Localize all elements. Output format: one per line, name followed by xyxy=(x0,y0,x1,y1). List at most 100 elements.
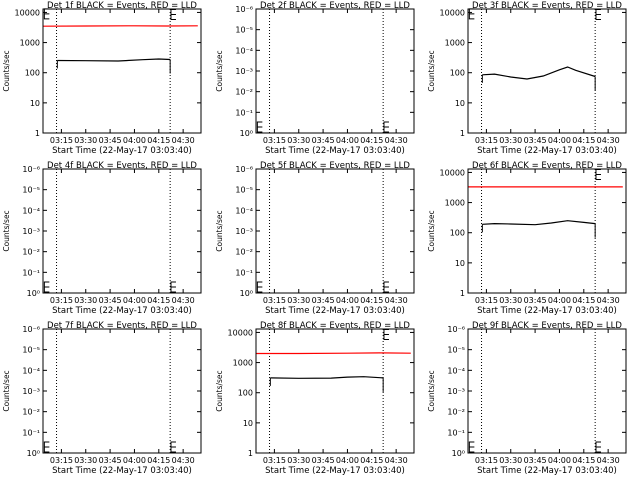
y-tick-label: 10⁻⁶ xyxy=(235,165,253,174)
x-tick-label: 03:30 xyxy=(287,456,310,465)
y-tick-label: 10 xyxy=(455,99,465,108)
y-tick-label: 10⁻² xyxy=(22,248,40,257)
x-tick-label: 04:00 xyxy=(123,296,146,305)
x-tick-label: 03:30 xyxy=(287,296,310,305)
panel-title: Det 4f BLACK = Events, RED = LLD xyxy=(47,161,197,171)
bracket-marker xyxy=(383,281,389,293)
x-tick-label: 04:30 xyxy=(385,296,408,305)
x-tick-label: 03:45 xyxy=(99,136,122,145)
y-tick-label: 10⁻⁵ xyxy=(235,186,253,195)
bracket-marker xyxy=(256,121,263,133)
y-tick-label: 10⁻⁴ xyxy=(22,206,40,215)
x-axis-label: Start Time (22-May-17 03:03:40) xyxy=(265,466,405,476)
y-tick-label: 1 xyxy=(460,129,465,138)
y-tick-label: 100 xyxy=(450,229,465,238)
x-axis-label: Start Time (22-May-17 03:03:40) xyxy=(477,466,617,476)
series-line-black xyxy=(270,376,384,379)
x-tick-label: 04:00 xyxy=(548,136,571,145)
y-tick-label: 10⁻² xyxy=(22,408,40,417)
x-tick-label: 04:15 xyxy=(572,296,595,305)
x-tick-label: 04:30 xyxy=(385,456,408,465)
y-tick-label: 1 xyxy=(35,129,40,138)
y-tick-label: 10 xyxy=(243,419,253,428)
bracket-marker xyxy=(468,441,475,453)
bracket-marker xyxy=(595,169,601,181)
y-axis-label: Counts/sec xyxy=(215,50,224,91)
y-tick-label: 10⁻⁵ xyxy=(447,346,465,355)
y-axis-label: Counts/sec xyxy=(2,50,11,91)
y-tick-label: 10000 xyxy=(440,8,465,17)
x-tick-label: 03:45 xyxy=(524,456,547,465)
x-tick-label: 04:00 xyxy=(336,456,359,465)
y-tick-label: 10000 xyxy=(440,168,465,177)
x-tick-label: 04:15 xyxy=(147,136,170,145)
x-tick-label: 04:15 xyxy=(360,136,383,145)
x-tick-label: 04:15 xyxy=(360,456,383,465)
plot-frame xyxy=(42,168,202,294)
x-tick-label: 03:45 xyxy=(312,456,335,465)
y-tick-label: 10⁻⁴ xyxy=(235,46,253,55)
x-tick-label: 03:30 xyxy=(499,456,522,465)
x-tick-label: 04:30 xyxy=(597,456,620,465)
y-tick-label: 10⁻¹ xyxy=(235,268,253,277)
x-tick-label: 03:30 xyxy=(74,456,97,465)
y-tick-label: 100 xyxy=(25,69,40,78)
y-tick-label: 10⁻⁶ xyxy=(235,5,253,14)
y-tick-label: 10000 xyxy=(15,8,40,17)
x-tick-label: 03:15 xyxy=(263,456,286,465)
y-tick-label: 10⁻² xyxy=(235,88,253,97)
x-tick-label: 03:30 xyxy=(499,136,522,145)
x-tick-label: 03:45 xyxy=(99,456,122,465)
x-tick-label: 04:30 xyxy=(597,136,620,145)
panel-title: Det 5f BLACK = Events, RED = LLD xyxy=(260,161,410,171)
x-tick-label: 04:00 xyxy=(336,136,359,145)
series-line-black xyxy=(57,58,171,62)
y-tick-label: 10⁻⁶ xyxy=(22,165,40,174)
y-axis-label: Counts/sec xyxy=(2,210,11,251)
x-tick-label: 04:30 xyxy=(597,296,620,305)
x-tick-label: 03:15 xyxy=(475,456,498,465)
x-tick-label: 04:30 xyxy=(172,456,195,465)
x-tick-label: 04:15 xyxy=(360,296,383,305)
bracket-marker xyxy=(595,441,601,453)
x-tick-label: 04:15 xyxy=(147,296,170,305)
y-tick-label: 10⁻¹ xyxy=(22,428,40,437)
bracket-marker xyxy=(468,8,475,20)
y-axis-label: Counts/sec xyxy=(215,370,224,411)
y-tick-label: 100 xyxy=(450,69,465,78)
plot-frame xyxy=(255,8,415,134)
plot-frame xyxy=(467,8,627,134)
x-tick-label: 03:30 xyxy=(287,136,310,145)
bracket-marker xyxy=(170,9,176,21)
bracket-marker xyxy=(383,121,389,133)
bracket-marker xyxy=(256,281,263,293)
bracket-marker xyxy=(43,281,50,293)
y-tick-label: 10⁻³ xyxy=(22,387,40,396)
y-tick-label: 10⁻² xyxy=(447,408,465,417)
series-line-black xyxy=(482,220,596,226)
y-tick-label: 1 xyxy=(460,289,465,298)
x-tick-label: 03:15 xyxy=(263,296,286,305)
y-tick-label: 1000 xyxy=(445,199,465,208)
bracket-marker xyxy=(43,441,50,453)
plot-frame xyxy=(42,328,202,454)
y-tick-label: 10⁻³ xyxy=(235,227,253,236)
panel-det-5: Det 5f BLACK = Events, RED = LLD 03:15 03:… xyxy=(215,161,415,316)
y-tick-label: 10⁻⁵ xyxy=(22,186,40,195)
bracket-marker xyxy=(170,281,176,293)
bracket-marker xyxy=(595,9,601,21)
y-axis-label: Counts/sec xyxy=(215,210,224,251)
series-line-red xyxy=(256,352,411,355)
panel-title: Det 6f BLACK = Events, RED = LLD xyxy=(472,161,622,171)
plot-frame xyxy=(255,328,415,454)
y-tick-label: 10 xyxy=(30,99,40,108)
y-tick-label: 10⁻² xyxy=(235,248,253,257)
y-tick-label: 1000 xyxy=(445,39,465,48)
